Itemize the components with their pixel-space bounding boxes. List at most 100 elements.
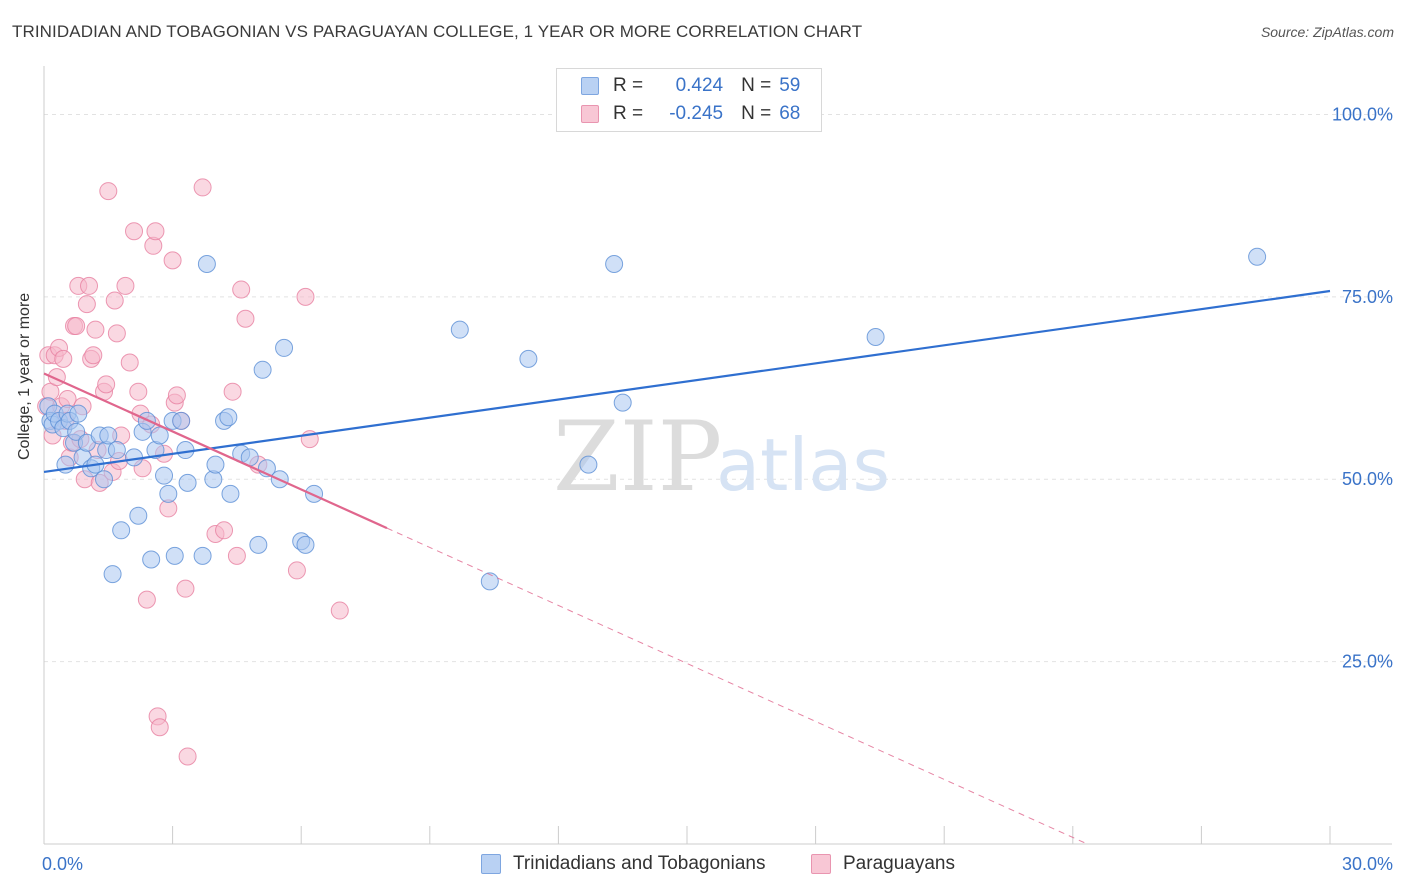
y-tick-label: 100.0% <box>1332 104 1393 124</box>
point-trinidadians <box>519 349 538 368</box>
point-trinidadians <box>142 550 161 569</box>
point-paraguayans <box>232 280 251 299</box>
trend-line-solid <box>43 372 388 530</box>
point-trinidadians <box>579 455 598 474</box>
point-paraguayans <box>215 521 234 540</box>
point-trinidadians <box>221 484 240 503</box>
zipatlas-watermark: ZIP atlas <box>553 401 890 513</box>
legend-swatch-pink <box>581 105 599 123</box>
legend-n-value: 68 <box>779 103 801 124</box>
axes <box>43 66 1392 845</box>
point-trinidadians <box>296 535 315 554</box>
point-trinidadians <box>253 360 272 379</box>
point-paraguayans <box>107 324 126 343</box>
point-paraguayans <box>116 276 135 295</box>
legend-row-paraguayans: R = -0.245 N = 68 <box>581 102 800 126</box>
point-trinidadians <box>178 473 197 492</box>
point-paraguayans <box>120 353 139 372</box>
point-trinidadians <box>129 506 148 525</box>
point-trinidadians <box>172 411 191 430</box>
point-paraguayans <box>223 382 242 401</box>
point-paraguayans <box>97 375 116 394</box>
point-trinidadians <box>193 546 212 565</box>
point-paraguayans <box>176 579 195 598</box>
point-paraguayans <box>236 309 255 328</box>
point-paraguayans <box>330 601 349 620</box>
trend-line-solid <box>43 289 1331 474</box>
legend-swatch-blue <box>581 77 599 95</box>
point-paraguayans <box>296 287 315 306</box>
legend-r-label: R = <box>613 103 644 124</box>
point-trinidadians <box>155 466 174 485</box>
point-paraguayans <box>99 182 118 201</box>
bottom-legend-swatch-pink <box>811 854 831 874</box>
legend-n-label: N = <box>741 103 772 124</box>
point-trinidadians <box>480 572 499 591</box>
point-paraguayans <box>178 747 197 766</box>
point-paraguayans <box>84 346 103 365</box>
point-trinidadians <box>613 393 632 412</box>
bottom-legend-paraguayans: Paraguayans <box>811 852 955 876</box>
chart-title: TRINIDADIAN AND TOBAGONIAN VS PARAGUAYAN… <box>12 22 863 41</box>
point-paraguayans <box>227 546 246 565</box>
point-paraguayans <box>86 320 105 339</box>
point-trinidadians <box>95 470 114 489</box>
bottom-legend-label: Paraguayans <box>843 853 955 874</box>
point-trinidadians <box>67 422 86 441</box>
point-paraguayans <box>77 295 96 314</box>
watermark-atlas: atlas <box>716 423 890 507</box>
point-trinidadians <box>866 327 885 346</box>
trend-lines <box>43 289 1331 845</box>
legend-r-label: R = <box>613 75 644 96</box>
point-trinidadians <box>176 441 195 460</box>
point-paraguayans <box>163 251 182 270</box>
point-paraguayans <box>287 561 306 580</box>
point-trinidadians <box>99 426 118 445</box>
point-paraguayans <box>146 222 165 241</box>
trend-line-dashed <box>386 527 1088 845</box>
point-trinidadians <box>112 521 131 540</box>
point-paraguayans <box>105 291 124 310</box>
stats-legend: R = 0.424 N = 59 R = -0.245 N = 68 <box>556 68 822 132</box>
bottom-legend-trinidadians: Trinidadians and Tobagonians <box>481 852 765 876</box>
point-paraguayans <box>150 718 169 737</box>
point-paraguayans <box>67 317 86 336</box>
point-paraguayans <box>137 590 156 609</box>
point-paraguayans <box>193 178 212 197</box>
point-trinidadians <box>275 338 294 357</box>
point-paraguayans <box>80 276 99 295</box>
x-tick-label: 0.0% <box>42 854 83 874</box>
watermark-zip: ZIP <box>553 401 722 513</box>
point-trinidadians <box>150 426 169 445</box>
point-trinidadians <box>165 546 184 565</box>
point-trinidadians <box>305 484 324 503</box>
legend-n-value: 59 <box>779 75 801 96</box>
point-paraguayans <box>167 386 186 405</box>
legend-row-trinidadians: R = 0.424 N = 59 <box>581 74 800 98</box>
point-trinidadians <box>197 255 216 274</box>
legend-n-label: N = <box>741 75 772 96</box>
point-trinidadians <box>605 255 624 274</box>
point-trinidadians <box>206 455 225 474</box>
legend-r-value: -0.245 <box>669 103 724 124</box>
source-credit: Source: ZipAtlas.com <box>1260 24 1394 40</box>
point-trinidadians <box>103 565 122 584</box>
point-trinidadians <box>159 484 178 503</box>
point-trinidadians <box>1248 247 1267 266</box>
bottom-legend-swatch-blue <box>481 854 501 874</box>
x-tick-labels: 0.0% 30.0% <box>42 854 1393 874</box>
point-trinidadians <box>219 408 238 427</box>
y-axis-label: College, 1 year or more <box>16 292 33 460</box>
x-tick-label: 30.0% <box>1342 854 1393 874</box>
point-paraguayans <box>125 222 144 241</box>
legend-r-value: 0.424 <box>675 75 724 96</box>
y-tick-label: 25.0% <box>1342 652 1393 672</box>
point-paraguayans <box>54 349 73 368</box>
y-tick-label: 75.0% <box>1342 287 1393 307</box>
y-tick-label: 50.0% <box>1342 469 1393 489</box>
point-trinidadians <box>107 441 126 460</box>
grid-lines <box>44 113 1392 663</box>
y-tick-labels: 25.0% 50.0% 75.0% 100.0% <box>1332 104 1393 671</box>
point-trinidadians <box>450 320 469 339</box>
